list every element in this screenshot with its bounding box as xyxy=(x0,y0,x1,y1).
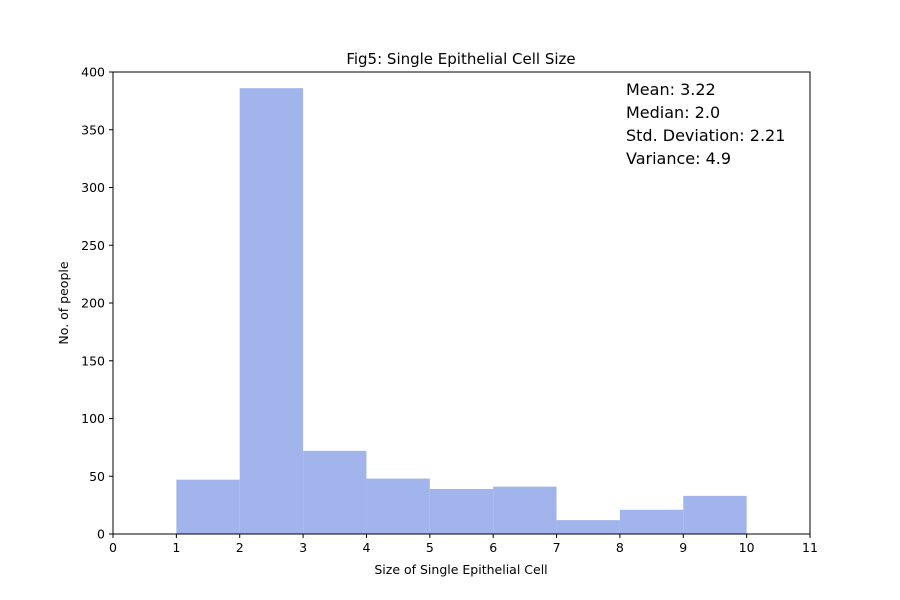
y-axis-label: No. of people xyxy=(56,261,71,344)
stat-mean: Mean: 3.22 xyxy=(626,80,716,99)
x-tick-label: 6 xyxy=(489,540,497,555)
histogram-bar-2 xyxy=(239,88,304,535)
x-tick-label: 3 xyxy=(299,540,307,555)
x-tick-label: 1 xyxy=(172,540,180,555)
x-tick-label: 8 xyxy=(616,540,624,555)
chart-title: Fig5: Single Epithelial Cell Size xyxy=(346,50,575,68)
histogram-bar-6 xyxy=(493,486,557,534)
x-tick-label: 7 xyxy=(553,540,561,555)
stat-variance: Variance: 4.9 xyxy=(626,149,731,168)
x-tick-label: 10 xyxy=(739,540,755,555)
stats-annotation: Mean: 3.22 Median: 2.0 Std. Deviation: 2… xyxy=(626,80,785,168)
x-axis-label: Size of Single Epithelial Cell xyxy=(374,562,547,577)
y-tick-label: 0 xyxy=(97,527,105,542)
x-tick-label: 11 xyxy=(802,540,818,555)
y-tick-label: 150 xyxy=(81,353,105,368)
histogram-bar-7 xyxy=(556,520,620,534)
y-tick-label: 250 xyxy=(81,238,105,253)
histogram-bar-8 xyxy=(619,509,684,534)
y-tick-label: 50 xyxy=(89,469,105,484)
histogram-bar-5 xyxy=(429,488,494,534)
x-tick-label: 2 xyxy=(236,540,244,555)
x-axis-ticks: 0 1 2 3 4 5 6 7 8 9 10 11 xyxy=(109,534,818,555)
x-tick-label: 9 xyxy=(679,540,687,555)
y-tick-label: 200 xyxy=(81,296,105,311)
stat-std-deviation: Std. Deviation: 2.21 xyxy=(626,126,785,145)
bars-group xyxy=(176,88,747,535)
stat-median: Median: 2.0 xyxy=(626,103,720,122)
histogram-bar-3 xyxy=(303,450,367,534)
histogram-bar-4 xyxy=(366,478,430,534)
y-tick-label: 350 xyxy=(81,122,105,137)
histogram-bar-9 xyxy=(683,495,747,534)
y-axis-ticks: 0 50 100 150 200 250 300 350 400 xyxy=(81,65,113,542)
x-tick-label: 0 xyxy=(109,540,117,555)
y-tick-label: 300 xyxy=(81,180,105,195)
x-tick-label: 5 xyxy=(426,540,434,555)
plot-frame xyxy=(112,71,811,535)
y-tick-label: 100 xyxy=(81,411,105,426)
y-tick-label: 400 xyxy=(81,65,105,80)
x-tick-label: 4 xyxy=(362,540,370,555)
histogram-bar-1 xyxy=(176,479,240,534)
